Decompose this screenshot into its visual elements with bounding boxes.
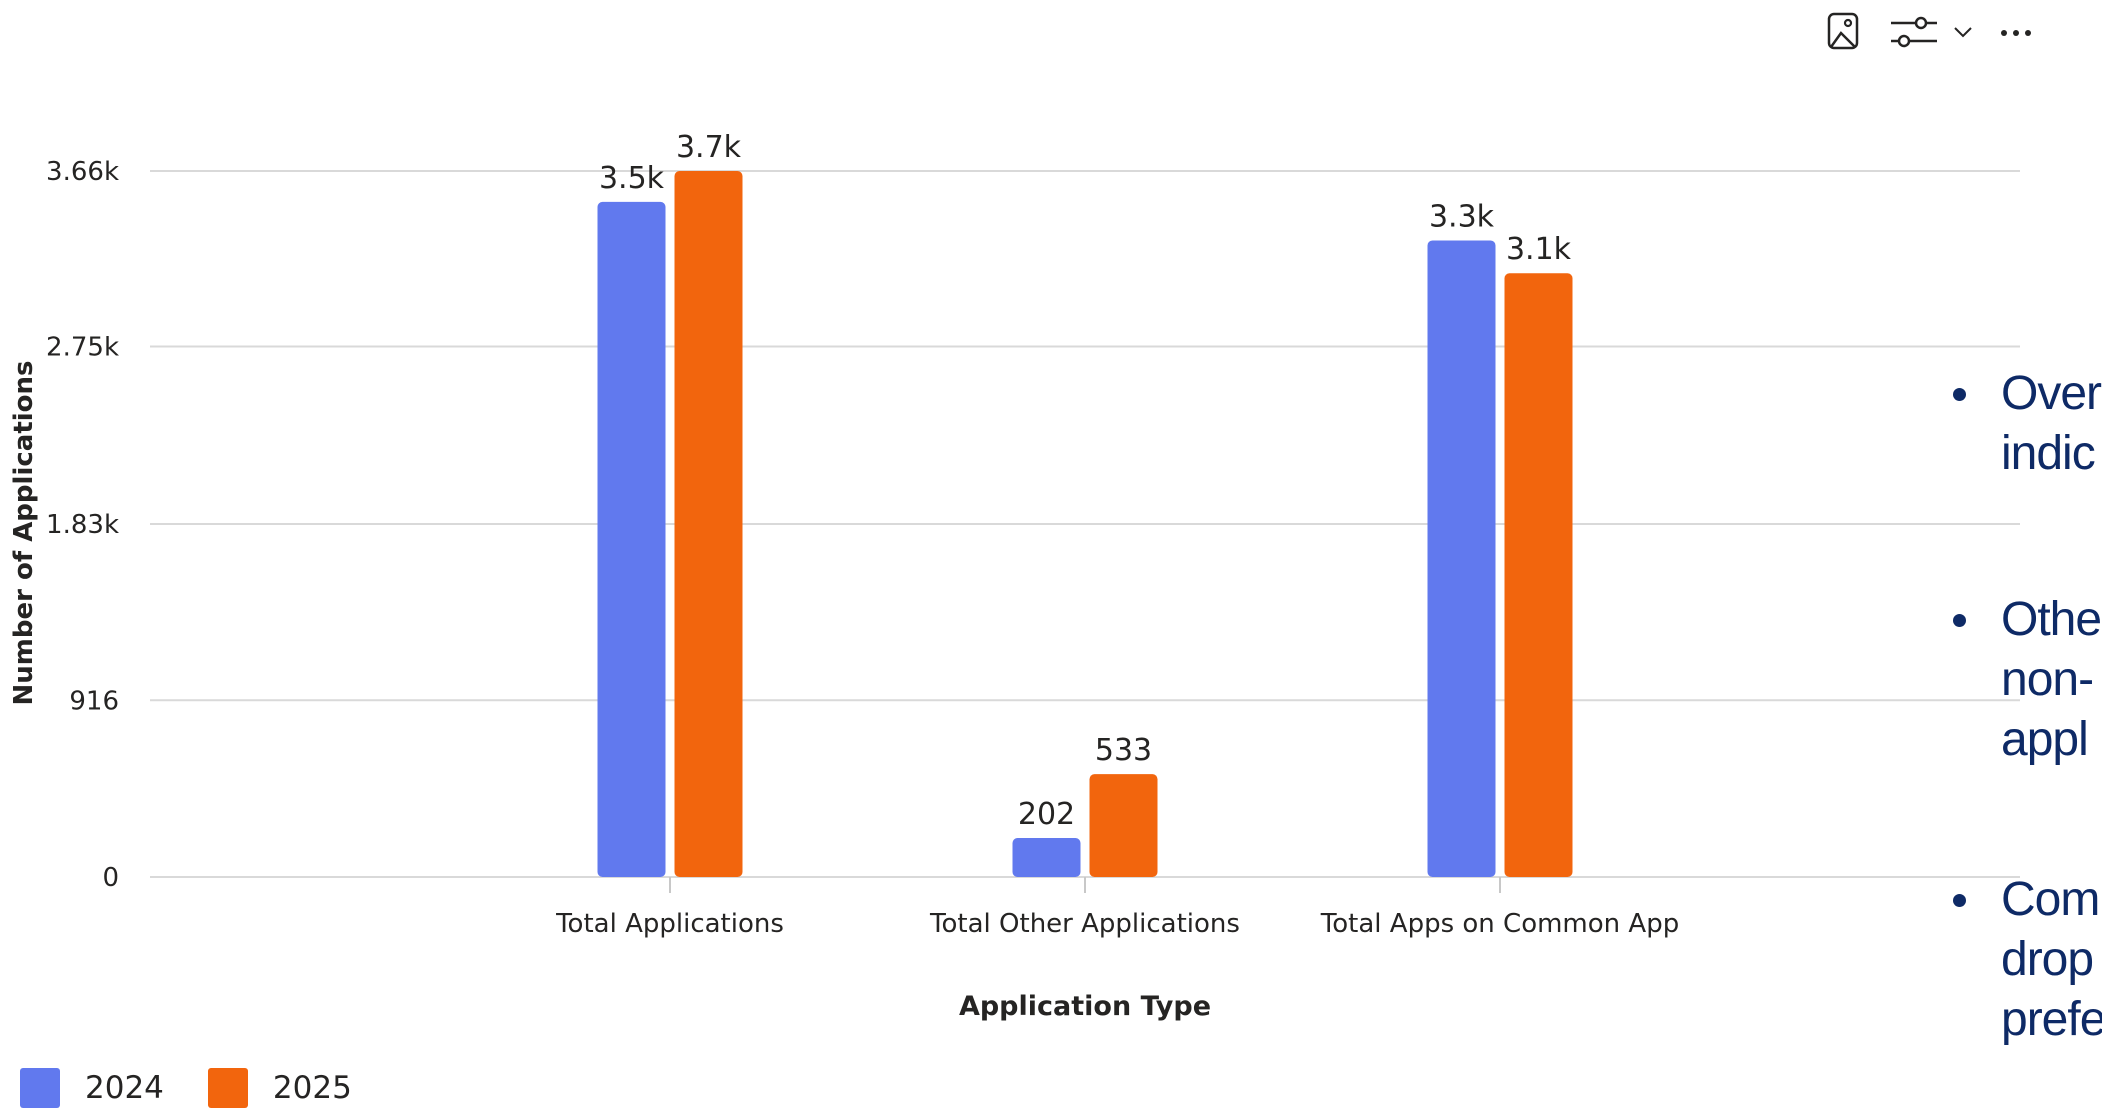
bullet-dot <box>1953 894 1966 907</box>
bullet-line: non- <box>2001 653 2094 706</box>
data-label: 533 <box>1095 733 1152 768</box>
filter-sliders-icon <box>1889 11 1939 53</box>
legend-item-2025[interactable]: 2025 <box>207 1068 352 1108</box>
x-tick-label: Total Apps on Common App <box>1320 909 1679 939</box>
bar-2025 <box>1504 273 1573 877</box>
bar-2024 <box>597 201 666 877</box>
data-label: 3.3k <box>1429 199 1495 234</box>
bullet-line: prefe <box>2001 993 2102 1046</box>
x-tick-label: Total Other Applications <box>929 909 1240 939</box>
bullet-line: appl <box>2001 713 2089 766</box>
data-label: 3.7k <box>676 130 742 165</box>
y-tick-label: 1.83k <box>46 510 119 540</box>
bar-2024 <box>1012 838 1081 877</box>
x-axis-title: Application Type <box>959 991 1211 1022</box>
bar-2025 <box>674 171 743 877</box>
y-axis-title: Number of Applications <box>9 360 39 705</box>
bar-2024 <box>1427 240 1496 877</box>
legend-swatch <box>20 1068 60 1108</box>
bullet-line: Othe <box>2001 593 2102 646</box>
y-tick-label: 916 <box>69 686 119 716</box>
x-tick-label: Total Applications <box>555 909 784 939</box>
data-label: 3.5k <box>599 161 665 196</box>
bullet-line: Com <box>2001 873 2100 926</box>
chart-legend: 2024 2025 <box>20 1067 396 1109</box>
y-tick-label: 3.66k <box>46 157 119 187</box>
bullet-line: drop <box>2001 933 2094 986</box>
bullet-line: Over <box>2001 367 2102 420</box>
legend-item-2024[interactable]: 2024 <box>20 1068 164 1108</box>
legend-label: 2024 <box>85 1070 164 1106</box>
bullet-dot <box>1953 388 1966 401</box>
bar-2025 <box>1089 774 1158 877</box>
insights-bullet-list: Over indic Othe non- appl Com drop prefe <box>1945 352 2102 1109</box>
bullet-item: Othe non- appl <box>1945 590 2102 770</box>
bullet-line: indic <box>2001 427 2096 480</box>
filter-sliders-button[interactable] <box>1889 11 1973 53</box>
more-options-icon[interactable] <box>1999 11 2037 53</box>
bullet-dot <box>1953 614 1966 627</box>
visual-toolbar <box>1825 10 2037 54</box>
bullet-item: Com drop prefe <box>1945 870 2102 1050</box>
y-tick-label: 2.75k <box>46 333 119 363</box>
data-label: 202 <box>1018 797 1075 832</box>
legend-swatch <box>207 1068 248 1108</box>
chevron-down-icon <box>1953 25 1973 39</box>
data-label: 3.1k <box>1506 232 1572 267</box>
legend-label: 2025 <box>272 1070 352 1106</box>
bullet-item: Over indic <box>1945 364 2102 484</box>
y-tick-label: 0 <box>102 863 119 893</box>
image-icon[interactable] <box>1825 11 1863 53</box>
